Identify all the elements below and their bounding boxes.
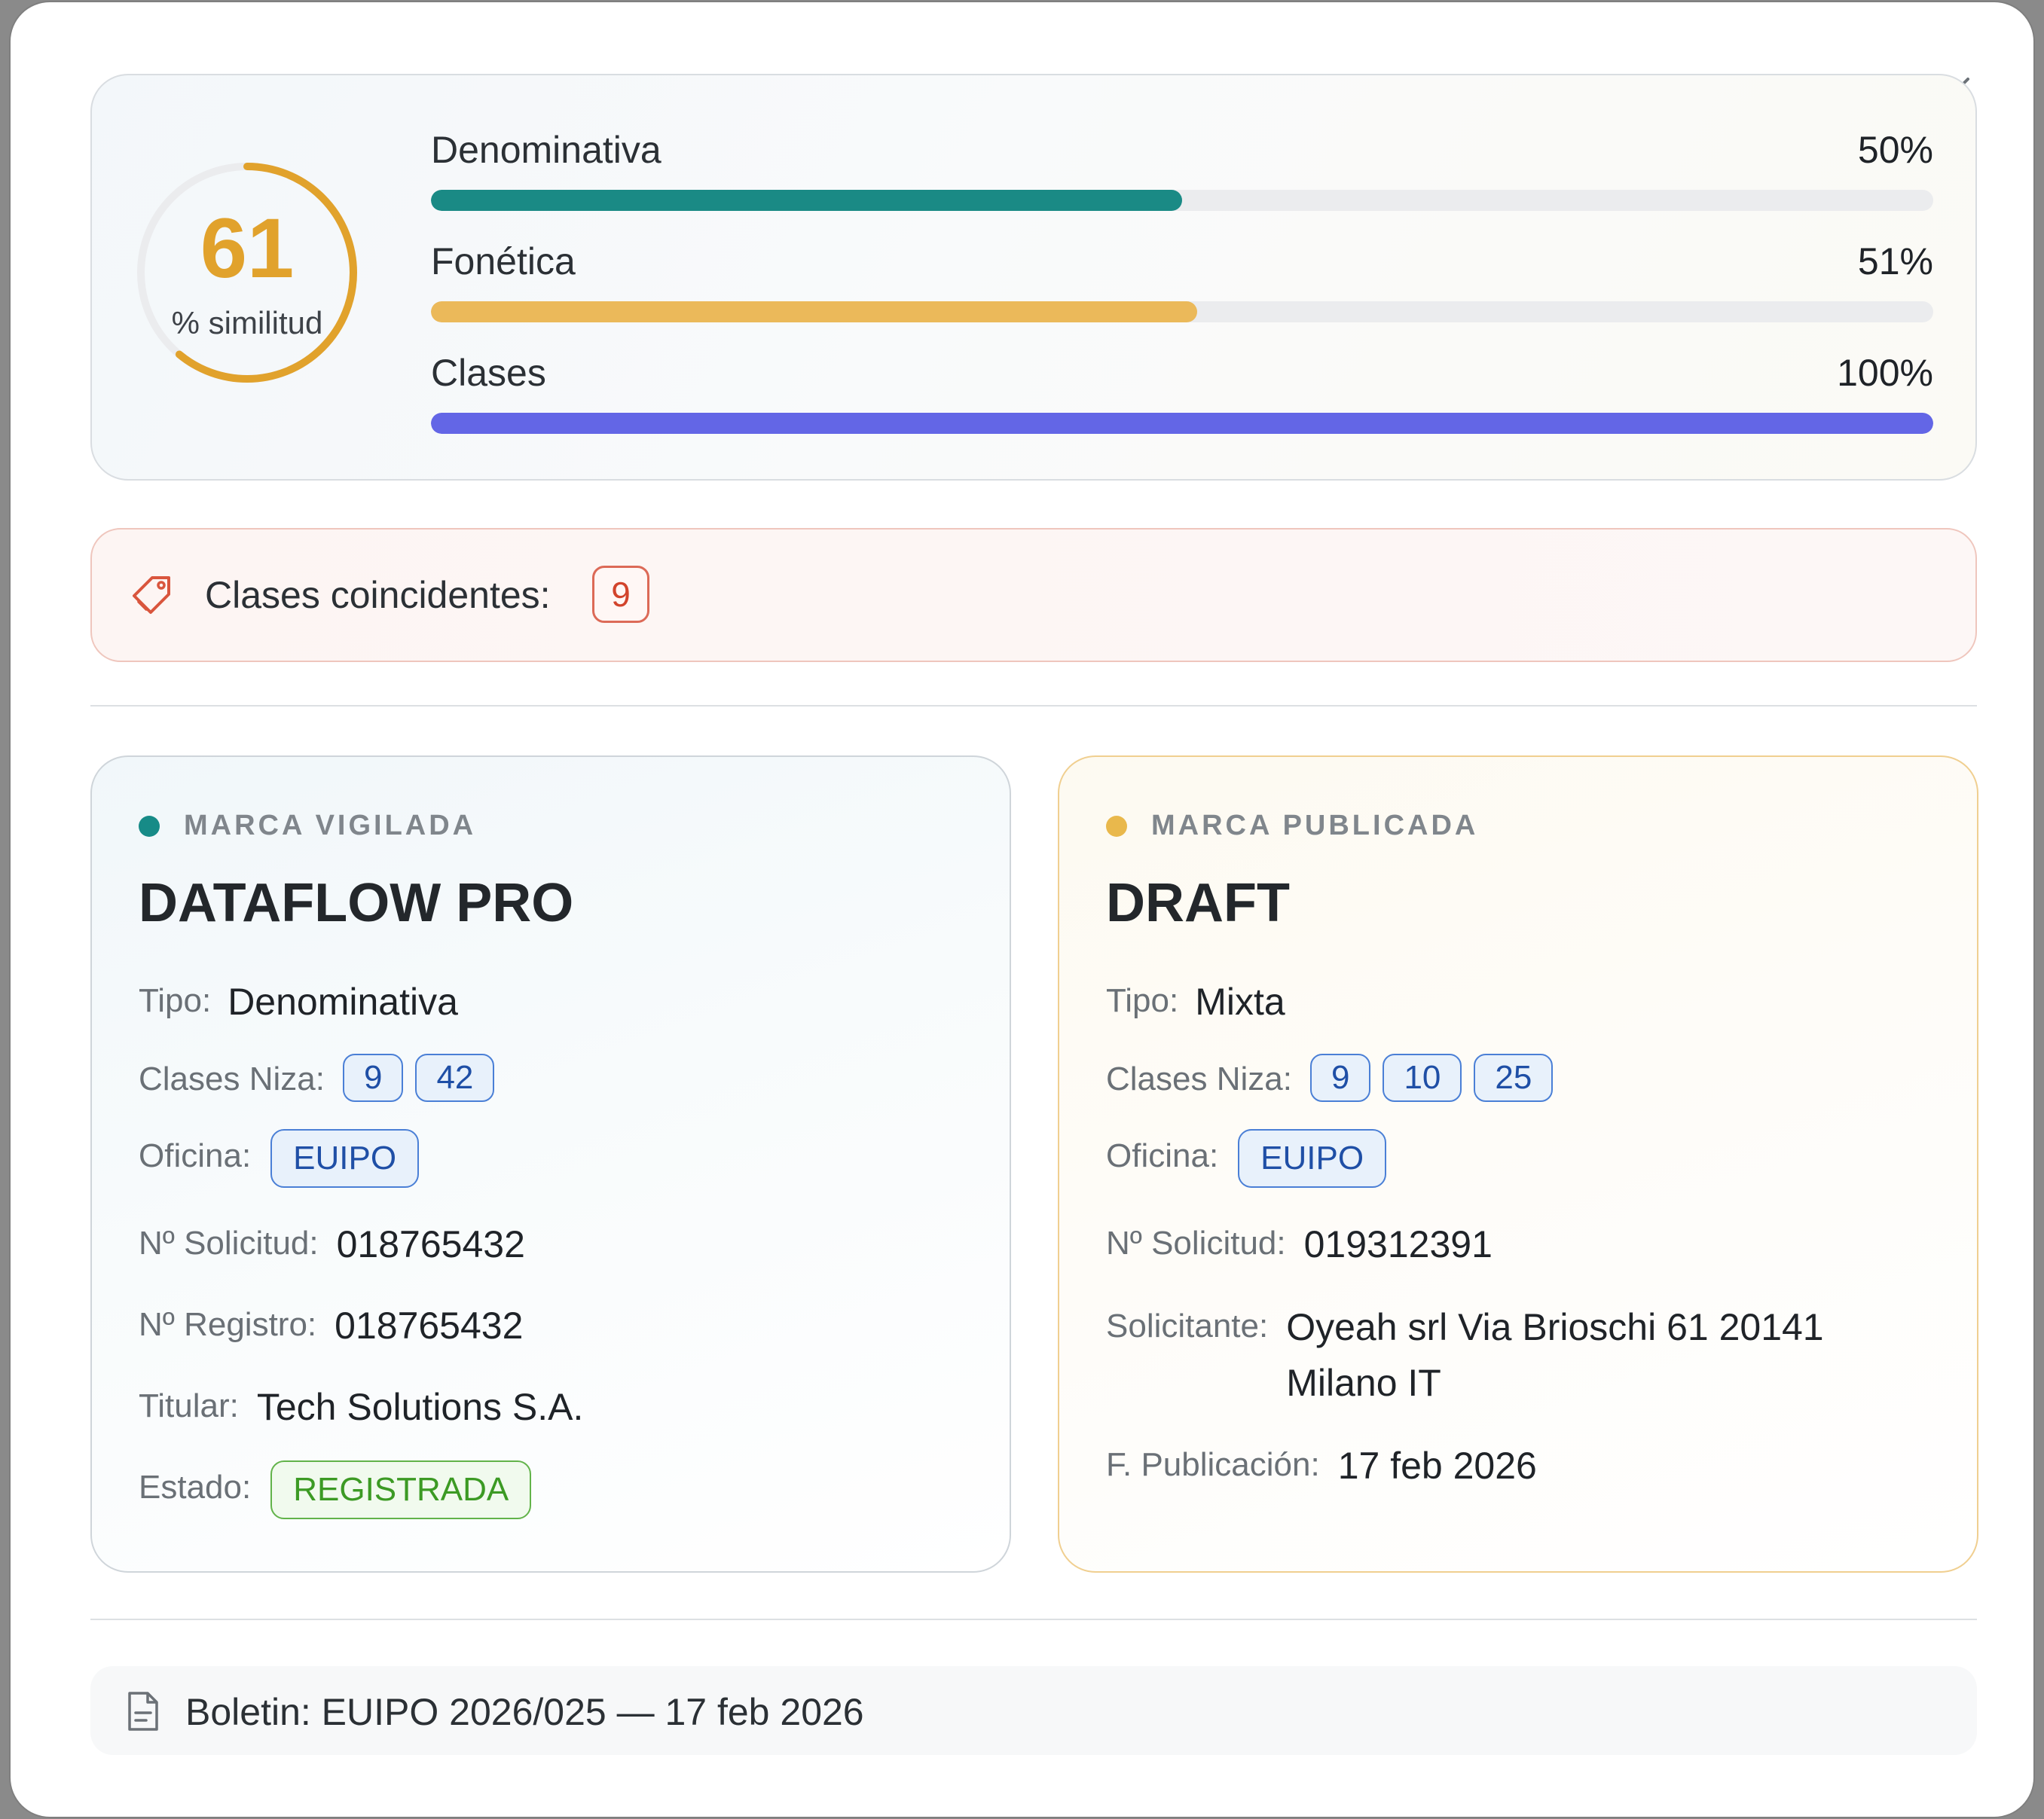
- published-mark-dot: [1106, 816, 1127, 837]
- watched-mark-title: DATAFLOW PRO: [139, 873, 574, 933]
- field-label: Clases Niza:: [139, 1061, 325, 1097]
- comparison-modal: 61 % similitud Denominativa 50% Fonética…: [11, 2, 2033, 1817]
- field-publication-date: F. Publicación: 17 feb 2026: [1106, 1445, 1537, 1494]
- tag-icon: [130, 572, 175, 617]
- metric-name: Fonética: [431, 240, 576, 282]
- metric-percent: 100%: [1837, 352, 1933, 394]
- field-nice-classes: Clases Niza: 9 42: [139, 1054, 506, 1102]
- matching-class-badge: 9: [592, 566, 649, 623]
- field-value-type: Denominativa: [228, 981, 458, 1023]
- field-label: Nº Registro:: [139, 1306, 317, 1343]
- field-label: Titular:: [139, 1387, 239, 1424]
- field-label: Oficina:: [139, 1137, 252, 1174]
- watched-mark-card: MARCA VIGILADA DATAFLOW PRO Tipo: Denomi…: [90, 755, 1011, 1573]
- applicant-line: Oyeah srl Via Brioschi 61 20141: [1286, 1306, 1824, 1348]
- field-label: Estado:: [139, 1469, 252, 1506]
- watched-mark-dot: [139, 816, 160, 837]
- field-label: F. Publicación:: [1106, 1446, 1320, 1483]
- field-value-type: Mixta: [1195, 981, 1285, 1023]
- field-applicant: Solicitante: Oyeah srl Via Brioschi 61 2…: [1106, 1306, 1824, 1411]
- field-label: Tipo:: [1106, 982, 1179, 1019]
- office-chip-wrap: EUIPO: [270, 1129, 431, 1188]
- metric-track: [431, 301, 1933, 322]
- field-label: Oficina:: [1106, 1137, 1219, 1174]
- field-type: Tipo: Denominativa: [139, 981, 458, 1030]
- matching-classes-banner: Clases coincidentes: 9: [90, 528, 1977, 662]
- similarity-score-label: % similitud: [171, 305, 323, 340]
- field-type: Tipo: Mixta: [1106, 981, 1285, 1030]
- field-value-holder: Tech Solutions S.A.: [256, 1386, 584, 1428]
- metric-track: [431, 413, 1933, 434]
- similarity-score-value: 61: [200, 201, 295, 295]
- field-office: Oficina: EUIPO: [1106, 1129, 1398, 1188]
- nice-class-chip: 9: [1309, 1054, 1371, 1102]
- metric-name: Clases: [431, 352, 546, 394]
- field-value-registration-number: 018765432: [335, 1305, 524, 1347]
- nice-class-chips: 9 10 25: [1309, 1054, 1565, 1102]
- section-divider: [90, 705, 1977, 707]
- status-badge: REGISTRADA: [270, 1460, 532, 1519]
- field-value-application-number: 018765432: [336, 1223, 525, 1265]
- nice-class-chip: 10: [1383, 1054, 1462, 1102]
- field-label: Nº Solicitud:: [139, 1225, 319, 1262]
- similarity-score-ring: 61 % similitud: [134, 160, 360, 386]
- field-label: Clases Niza:: [1106, 1061, 1292, 1097]
- applicant-line: Milano IT: [1286, 1362, 1441, 1404]
- field-application-number: Nº Solicitud: 019312391: [1106, 1223, 1493, 1272]
- field-office: Oficina: EUIPO: [139, 1129, 431, 1188]
- metric-fill: [431, 413, 1933, 434]
- watched-mark-kicker: MARCA VIGILADA: [184, 810, 477, 841]
- nice-class-chip: 9: [342, 1054, 404, 1102]
- field-value-application-number: 019312391: [1303, 1223, 1493, 1265]
- office-chip: EUIPO: [1238, 1129, 1387, 1188]
- status-chip-wrap: REGISTRADA: [270, 1460, 543, 1519]
- field-nice-classes: Clases Niza: 9 10 25: [1106, 1054, 1565, 1102]
- field-label: Solicitante:: [1106, 1308, 1269, 1344]
- bulletin-info: Boletin: EUIPO 2026/025 — 17 feb 2026: [90, 1666, 1977, 1755]
- metric-fill: [431, 190, 1182, 211]
- score-ring-progress: [137, 163, 357, 383]
- nice-class-chip: 42: [415, 1054, 495, 1102]
- field-application-number: Nº Solicitud: 018765432: [139, 1223, 525, 1272]
- section-divider: [90, 1619, 1977, 1620]
- score-ring-graphic: [137, 163, 357, 383]
- published-mark-title: DRAFT: [1106, 873, 1290, 933]
- metric-fill: [431, 301, 1197, 322]
- bulletin-text: Boletin: EUIPO 2026/025 — 17 feb 2026: [185, 1691, 864, 1733]
- metric-track: [431, 190, 1933, 211]
- field-holder: Titular: Tech Solutions S.A.: [139, 1386, 583, 1435]
- field-label: Nº Solicitud:: [1106, 1225, 1286, 1262]
- field-value-publication-date: 17 feb 2026: [1337, 1445, 1537, 1487]
- metric-percent: 51%: [1857, 240, 1933, 282]
- field-registration-number: Nº Registro: 018765432: [139, 1305, 523, 1354]
- matching-classes-label: Clases coincidentes:: [205, 574, 551, 616]
- published-mark-kicker: MARCA PUBLICADA: [1151, 810, 1479, 841]
- field-value-applicant: Oyeah srl Via Brioschi 61 20141 Milano I…: [1286, 1306, 1823, 1411]
- nice-class-chips: 9 42: [342, 1054, 506, 1102]
- office-chip-wrap: EUIPO: [1238, 1129, 1398, 1188]
- field-label: Tipo:: [139, 982, 212, 1019]
- field-status: Estado: REGISTRADA: [139, 1460, 543, 1519]
- published-mark-card: MARCA PUBLICADA DRAFT Tipo: Mixta Clases…: [1058, 755, 1978, 1573]
- metric-name: Denominativa: [431, 129, 661, 171]
- office-chip: EUIPO: [270, 1129, 420, 1188]
- document-icon: [125, 1690, 161, 1732]
- similarity-score-card: 61 % similitud Denominativa 50% Fonética…: [90, 74, 1977, 481]
- metric-percent: 50%: [1857, 129, 1933, 171]
- nice-class-chip: 25: [1474, 1054, 1554, 1102]
